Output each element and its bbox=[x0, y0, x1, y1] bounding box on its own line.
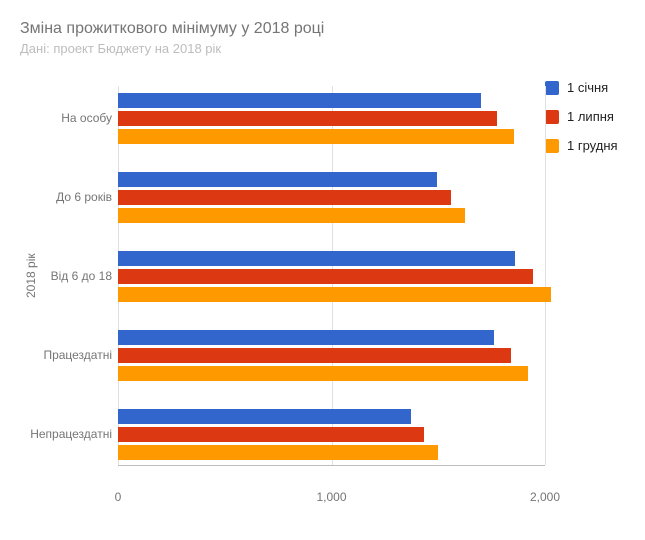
category-label: Непрацездатні bbox=[30, 427, 112, 441]
legend-swatch bbox=[545, 110, 559, 124]
legend-item: 1 січня bbox=[545, 80, 635, 95]
legend-swatch bbox=[545, 81, 559, 95]
legend-item: 1 грудня bbox=[545, 138, 635, 153]
category-label: На особу bbox=[61, 111, 112, 125]
bar bbox=[118, 129, 514, 144]
bar bbox=[118, 190, 451, 205]
chart-body: 2018 рік На особу До 6 років Від 6 до 18 Пр… bbox=[20, 86, 635, 506]
x-axis-ticks: 01,0002,000 bbox=[118, 486, 545, 506]
plot-row: На особу До 6 років Від 6 до 18 Працездатні… bbox=[38, 86, 545, 486]
chart-title: Зміна прожиткового мінімуму у 2018 році bbox=[20, 20, 635, 38]
x-tick-label: 2,000 bbox=[530, 490, 560, 504]
category-label: Від 6 до 18 bbox=[51, 269, 112, 283]
category-label: Працездатні bbox=[43, 348, 112, 362]
bar bbox=[118, 445, 438, 460]
chart-subtitle: Дані: проект Бюджету на 2018 рік bbox=[20, 41, 635, 56]
legend-label: 1 грудня bbox=[567, 138, 618, 153]
category-labels: На особу До 6 років Від 6 до 18 Працездатні… bbox=[38, 86, 118, 466]
category-label: До 6 років bbox=[56, 190, 112, 204]
y-axis-label: 2018 рік bbox=[20, 86, 38, 466]
plot-area bbox=[118, 86, 545, 466]
bar bbox=[118, 348, 511, 363]
chart-container: Зміна прожиткового мінімуму у 2018 році … bbox=[0, 0, 645, 540]
bar bbox=[118, 208, 465, 223]
bar bbox=[118, 409, 411, 424]
legend-item: 1 липня bbox=[545, 109, 635, 124]
legend-swatch bbox=[545, 139, 559, 153]
bar bbox=[118, 427, 424, 442]
bar bbox=[118, 366, 528, 381]
plot-and-axis: На особу До 6 років Від 6 до 18 Працездатні… bbox=[38, 86, 545, 506]
bar bbox=[118, 330, 494, 345]
legend-label: 1 січня bbox=[567, 80, 608, 95]
bar bbox=[118, 269, 533, 284]
x-tick-label: 0 bbox=[115, 490, 122, 504]
gridline bbox=[545, 86, 546, 465]
bar bbox=[118, 287, 551, 302]
bar bbox=[118, 111, 497, 126]
bar bbox=[118, 93, 481, 108]
x-tick-label: 1,000 bbox=[316, 490, 346, 504]
legend: 1 січня 1 липня 1 грудня bbox=[545, 80, 635, 506]
bar bbox=[118, 251, 515, 266]
legend-label: 1 липня bbox=[567, 109, 614, 124]
bar bbox=[118, 172, 437, 187]
